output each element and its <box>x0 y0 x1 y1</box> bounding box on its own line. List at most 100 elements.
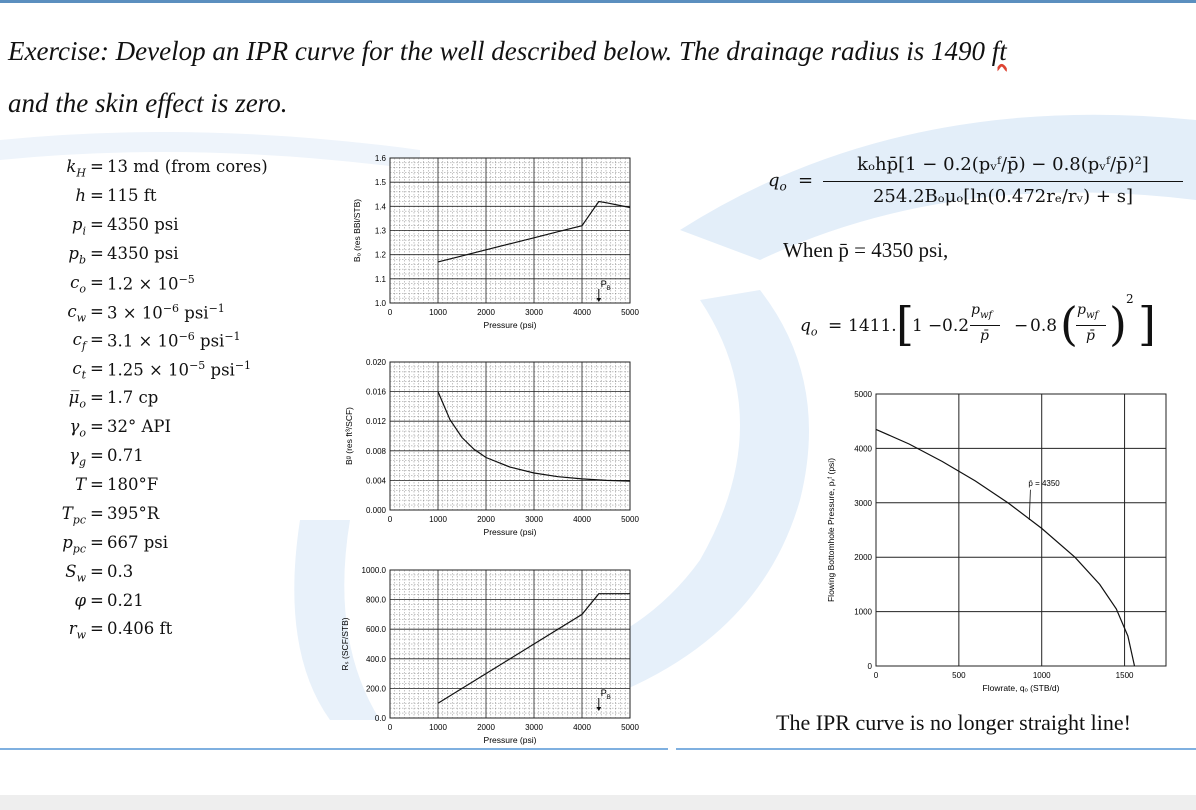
x-tick-label: 4000 <box>573 308 591 317</box>
y-axis-label: Bᵍ (res ft³/SCF) <box>344 407 354 465</box>
y-tick-label: 0.016 <box>366 388 387 397</box>
parameter-subscript: w <box>76 570 86 584</box>
parameter-equals: = <box>90 446 104 465</box>
parameter-subscript: o <box>79 426 86 440</box>
parameter-equals: = <box>90 243 104 263</box>
parameter-symbol: rw <box>68 619 86 642</box>
x-axis-label: Flowrate, qₒ (STB/d) <box>983 683 1060 693</box>
parameter-value: 3.1 × 10−6 psi−1 <box>107 330 241 351</box>
y-tick-label: 1000 <box>854 608 872 617</box>
parameter-equals: = <box>90 532 104 552</box>
parameter-equals: = <box>90 359 104 379</box>
parameter-subscript: g <box>78 455 86 469</box>
parameter-equals: = <box>90 474 104 494</box>
parameter-equals: = <box>90 619 104 639</box>
x-axis-label: Pressure (psi) <box>484 320 537 330</box>
annotation-pointer <box>1028 489 1031 520</box>
formula2-one: 1 <box>912 316 923 336</box>
x-tick-label: 3000 <box>525 515 543 524</box>
exercise-title: Exercise: Develop an IPR curve for the w… <box>8 25 1188 129</box>
formula1-eq: = <box>798 170 814 191</box>
parameter-subscript: pc <box>72 541 86 555</box>
title-line-1: Exercise: Develop an IPR curve for the w… <box>8 36 992 66</box>
x-tick-label: 2000 <box>477 308 495 317</box>
formula1-fraction-bar <box>823 181 1183 182</box>
parameter-symbol: cf <box>72 330 86 353</box>
parameter-equals: = <box>90 214 104 234</box>
divider-right <box>676 748 1196 750</box>
y-tick-label: 1.1 <box>375 275 387 284</box>
data-line <box>437 391 631 482</box>
x-tick-label: 1000 <box>429 515 447 524</box>
formula2-frac1-num: pwf <box>971 302 993 321</box>
formula2-right-paren: ) <box>1109 297 1127 351</box>
formula2-lhs: qo <box>800 316 818 339</box>
parameter-subscript: t <box>81 368 86 382</box>
formula2-exponent: 2 <box>1126 292 1134 306</box>
y-tick-label: 0.008 <box>366 447 387 456</box>
x-axis-label: Pressure (psi) <box>484 527 537 537</box>
parameter-symbol: Tpc <box>61 503 86 527</box>
formula2-coef: 1411. <box>848 316 897 336</box>
data-line <box>437 200 631 263</box>
parameter-symbol: pi <box>71 214 86 238</box>
parameter-symbol: cw <box>67 301 86 324</box>
parameter-value: 0.406 ft <box>107 619 173 639</box>
pb-label-sub: B <box>607 286 611 292</box>
parameter-symbol: kH <box>66 157 86 180</box>
y-tick-label: 1.3 <box>375 227 387 236</box>
formula2-minus-2: − <box>1014 316 1029 336</box>
parameter-symbol: pb <box>68 243 86 266</box>
y-tick-label: 1.0 <box>375 299 387 308</box>
formula1-numerator: kₒhp̄[1 − 0.2(pᵥᶠ/p̄) − 0.8(pᵥᶠ/p̄)²] <box>857 154 1149 175</box>
parameter-symbol: Sw <box>65 561 86 584</box>
formula2-frac2-num: pwf <box>1077 302 1099 321</box>
parameter-symbol: φ <box>74 590 86 610</box>
formula1-lhs: qo <box>768 170 787 194</box>
formula1-denominator: 254.2Bₒμₒ[ln(0.472rₑ/rᵥ) + s] <box>872 186 1133 207</box>
parameter-value: 13 md (from cores) <box>107 157 268 176</box>
parameter-equals: = <box>90 590 104 610</box>
parameter-symbol: T <box>74 474 86 494</box>
x-tick-label: 2000 <box>477 515 495 524</box>
y-tick-label: 1.5 <box>375 178 387 187</box>
parameter-unit-exponent: −1 <box>208 301 225 315</box>
when-text: When p̄ = 4350 psi, <box>783 238 949 262</box>
top-accent-line <box>0 0 1196 3</box>
parameter-value: 1.2 × 10−5 <box>107 272 195 294</box>
parameter-equals: = <box>90 185 104 205</box>
data-line <box>437 593 630 704</box>
parameter-exponent: −6 <box>178 330 195 344</box>
formula2-c2: 0.8 <box>1030 316 1058 336</box>
bo-chart: 0 1000 2000 3000 4000 5000 1.0 1.1 1.2 1.3 1.4 1.5 1… <box>352 154 639 330</box>
parameter-value: 3 × 10−6 psi−1 <box>107 301 225 323</box>
x-tick-label: 5000 <box>621 515 639 524</box>
parameter-value: 4350 psi <box>107 243 179 263</box>
major-grid <box>390 362 631 510</box>
pb-label: P <box>601 688 607 698</box>
formula2-frac1-bar <box>970 325 1000 326</box>
parameter-exponent: −6 <box>162 301 180 315</box>
parameter-equals: = <box>90 503 104 523</box>
x-tick-label: 500 <box>952 671 966 680</box>
y-tick-label: 400.0 <box>366 655 387 664</box>
parameter-value: 395°R <box>107 503 160 523</box>
y-tick-label: 1000.0 <box>362 566 387 575</box>
divider-left <box>0 748 668 750</box>
x-tick-label: 1000 <box>1033 671 1051 680</box>
y-tick-label: 600.0 <box>366 625 387 634</box>
parameter-symbol: ppc <box>62 532 86 555</box>
parameter-value: 0.71 <box>107 446 144 465</box>
y-tick-label: 0.012 <box>366 417 387 426</box>
major-grid <box>390 158 631 303</box>
x-tick-label: 3000 <box>525 723 543 732</box>
formula2-left-paren: ( <box>1060 297 1078 351</box>
y-tick-label: 0 <box>868 662 873 671</box>
parameter-equals: = <box>90 388 104 408</box>
parameter-value: 180°F <box>107 474 159 494</box>
major-grid <box>876 394 1166 666</box>
parameter-symbol: h <box>75 185 86 205</box>
pb-label: P <box>601 279 607 289</box>
ipr-formula-numeric: qo = 1411. [ 1 − 0.2 pwf p̄ − 0.8 ( pwf … <box>800 288 1190 368</box>
parameter-subscript: H <box>76 166 86 180</box>
